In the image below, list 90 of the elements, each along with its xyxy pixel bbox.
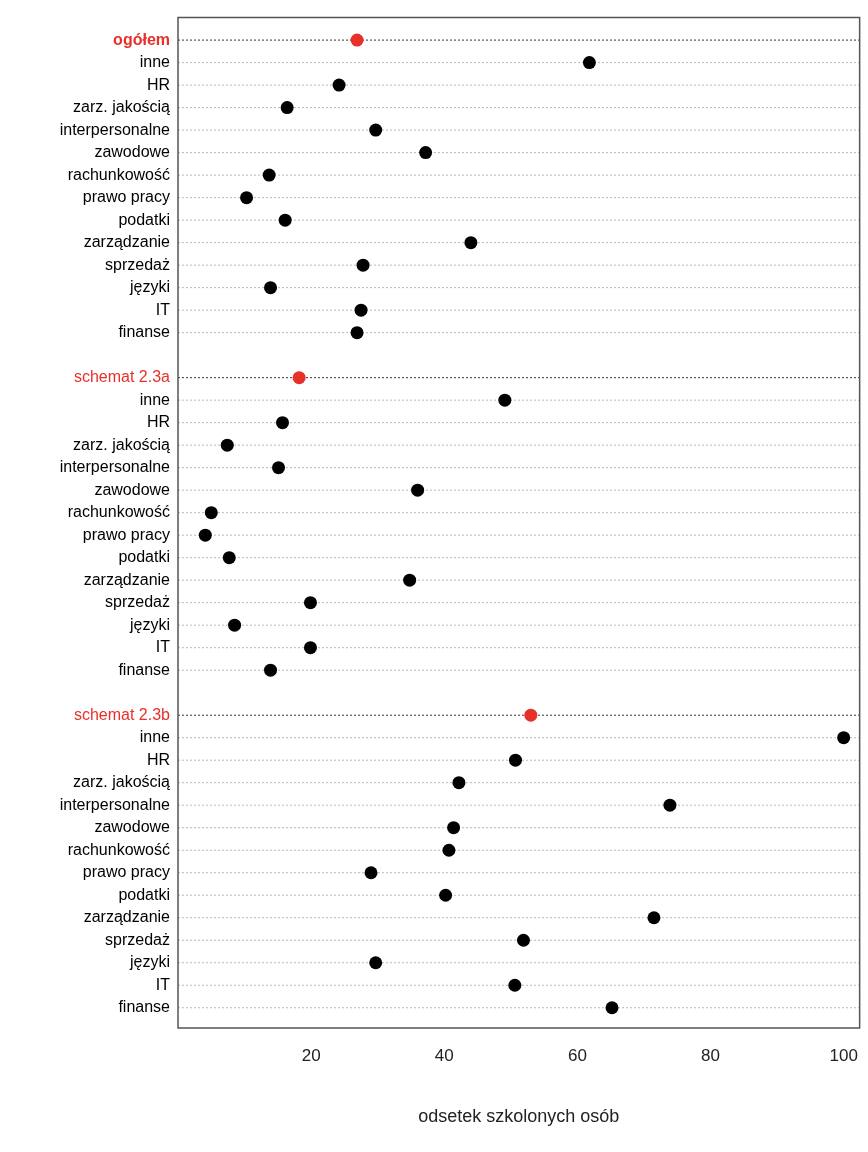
y-tick-label: HR [146, 75, 170, 93]
y-tick-label: zawodowe [94, 143, 171, 161]
point [452, 776, 466, 790]
point [350, 326, 364, 340]
y-tick-label: zarz. jakością [73, 98, 171, 116]
y-tick-label: zarz. jakością [73, 773, 171, 791]
y-tick-label: ogółem [113, 30, 170, 48]
y-tick-label: zarządzanie [83, 570, 171, 588]
y-tick-label: zarz. jakością [73, 435, 171, 453]
y-tick-label: języki [128, 953, 170, 971]
y-tick-label: rachunkowość [67, 503, 170, 521]
y-tick-label: HR [146, 413, 170, 431]
x-tick-label: 60 [567, 1045, 587, 1065]
y-tick-label: języki [128, 615, 170, 633]
point [369, 123, 383, 137]
y-tick-label: finanse [118, 998, 171, 1016]
y-tick-label: zarządzanie [83, 233, 171, 251]
point [439, 888, 453, 902]
y-tick-label: inne [139, 728, 171, 746]
point [419, 146, 433, 160]
y-tick-label: interpersonalne [59, 120, 171, 138]
x-axis-title: odsetek szkolonych osób [418, 1106, 620, 1127]
point [354, 303, 368, 317]
point [411, 483, 425, 497]
point [198, 528, 212, 542]
point [276, 416, 290, 430]
y-tick-label: języki [128, 278, 170, 296]
point [222, 551, 236, 565]
y-tick-label: rachunkowość [67, 840, 170, 858]
point [508, 978, 522, 992]
y-tick-label: IT [155, 638, 171, 656]
x-tick-label: 20 [301, 1045, 321, 1065]
point [278, 213, 292, 227]
y-tick-label: IT [155, 300, 171, 318]
point [264, 281, 278, 295]
y-tick-label: interpersonalne [59, 458, 171, 476]
y-tick-label: schemat 2.3a [73, 368, 171, 386]
point [228, 618, 242, 632]
y-tick-label: prawo pracy [82, 863, 170, 881]
y-tick-label: podatki [118, 210, 170, 228]
y-tick-label: rachunkowość [67, 165, 170, 183]
point [442, 843, 456, 857]
y-tick-label: podatki [118, 548, 170, 566]
point [292, 371, 306, 385]
point [464, 236, 478, 250]
y-tick-label: IT [155, 975, 171, 993]
y-tick-label: zawodowe [94, 818, 171, 836]
y-tick-label: finanse [118, 323, 171, 341]
x-tick-label: 100 [829, 1045, 858, 1065]
point [303, 596, 317, 610]
y-tick-label: schemat 2.3b [73, 705, 171, 723]
point [280, 101, 294, 115]
point [364, 866, 378, 880]
y-tick-label: prawo pracy [82, 525, 170, 543]
point [262, 168, 276, 182]
point [524, 708, 538, 722]
point [498, 393, 512, 407]
x-tick-label: 40 [434, 1045, 454, 1065]
y-tick-label: podatki [118, 885, 170, 903]
y-tick-label: sprzedaż [105, 255, 170, 273]
point [204, 506, 218, 520]
point [220, 438, 234, 452]
y-tick-label: prawo pracy [82, 188, 170, 206]
point [605, 1001, 619, 1015]
y-tick-label: zarządzanie [83, 908, 171, 926]
point [508, 753, 522, 767]
y-tick-label: finanse [118, 660, 171, 678]
y-tick-label: inne [139, 53, 171, 71]
point [303, 641, 317, 655]
point [447, 821, 461, 835]
y-tick-label: sprzedaż [105, 593, 170, 611]
y-tick-label: sprzedaż [105, 930, 170, 948]
point [582, 56, 596, 70]
point [350, 33, 364, 47]
point [369, 956, 383, 970]
point [403, 573, 417, 587]
point [516, 933, 530, 947]
y-tick-label: interpersonalne [59, 795, 171, 813]
point [837, 731, 851, 745]
y-tick-label: HR [146, 750, 170, 768]
point [356, 258, 370, 272]
point [663, 798, 677, 812]
point [240, 191, 254, 205]
point [332, 78, 346, 92]
point [272, 461, 286, 475]
point [647, 911, 661, 925]
point [264, 663, 278, 677]
y-tick-label: zawodowe [94, 480, 171, 498]
y-tick-label: inne [139, 390, 171, 408]
x-tick-label: 80 [701, 1045, 720, 1065]
